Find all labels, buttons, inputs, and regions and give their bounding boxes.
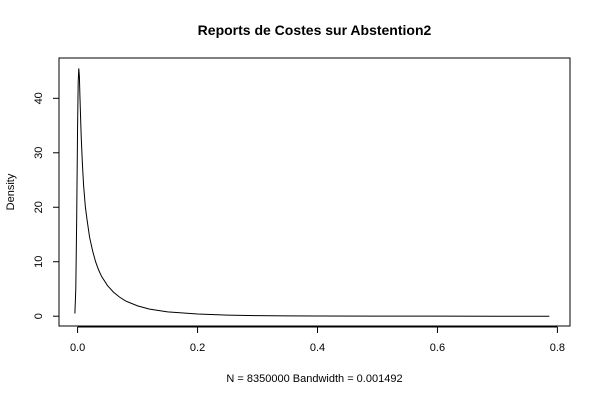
y-tick-label: 10 [33,256,45,268]
density-line [74,68,550,317]
y-tick-label: 20 [33,201,45,213]
chart-title: Reports de Costes sur Abstention2 [198,22,432,38]
x-tick-label: 0.6 [430,342,445,354]
y-axis-label: Density [5,173,17,210]
x-tick-label: 0.8 [550,342,565,354]
y-tick-label: 30 [33,147,45,159]
y-tick-label: 0 [33,313,45,319]
y-axis: 0 10 20 30 40 [33,92,60,319]
x-axis: 0.0 0.2 0.4 0.6 0.8 [70,326,565,354]
y-tick-label: 40 [33,92,45,104]
x-tick-label: 0.4 [310,342,325,354]
x-axis-label: N = 8350000 Bandwidth = 0.001492 [226,373,402,385]
x-tick-label: 0.0 [70,342,85,354]
x-tick-label: 0.2 [190,342,205,354]
plot-frame [58,57,571,327]
